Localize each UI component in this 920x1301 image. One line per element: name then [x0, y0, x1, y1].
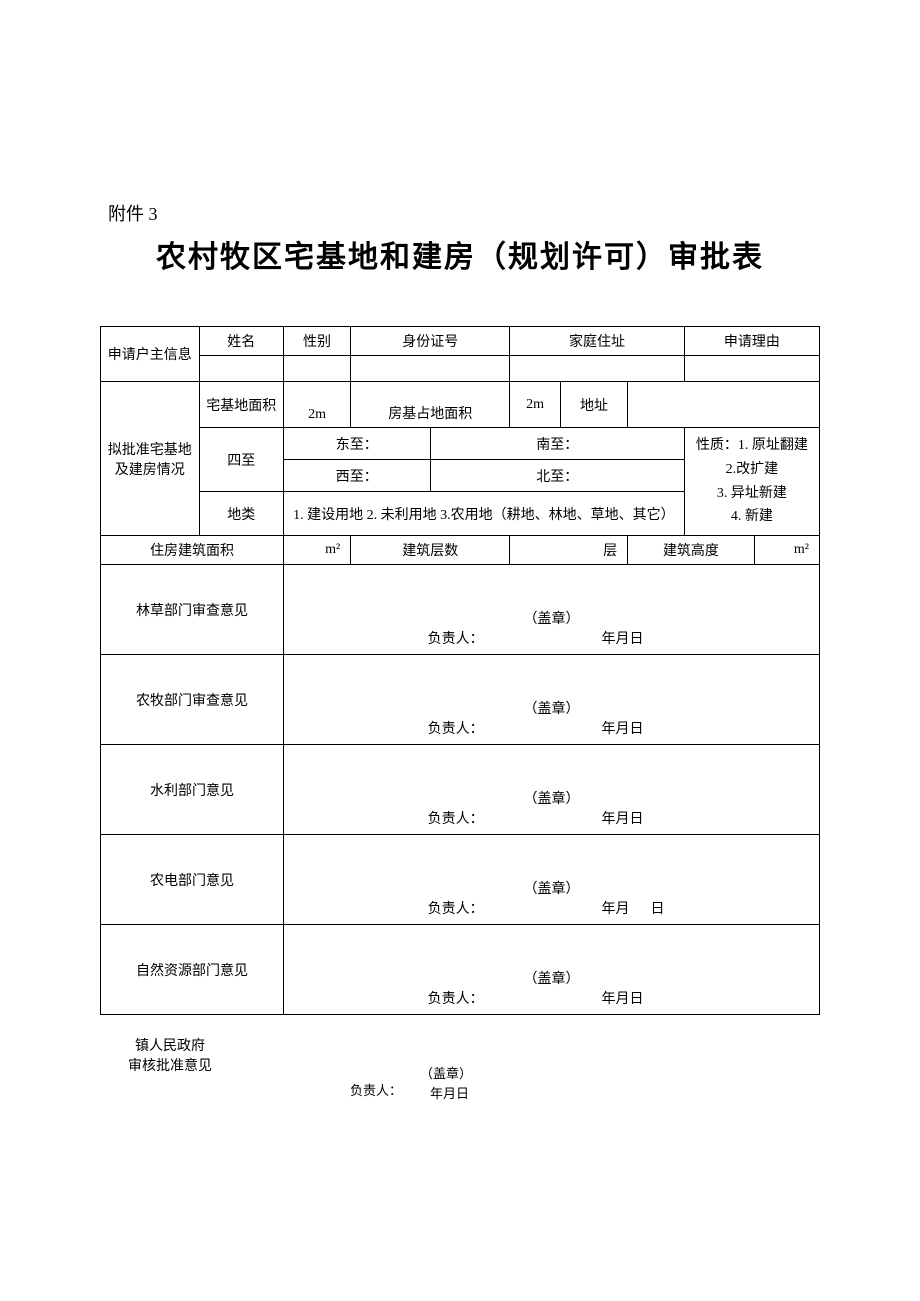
table-row: 自然资源部门意见 （盖章） 负责人： 年月日	[101, 925, 820, 1015]
nature-line3: 3. 异址新建	[695, 482, 809, 506]
gov-label: 镇人民政府 审核批准意见	[110, 1035, 230, 1075]
water-content[interactable]: （盖章） 负责人： 年月日	[283, 745, 819, 835]
nature-cell: 性质：1. 原址翻建 2.改扩建 3. 异址新建 4. 新建	[684, 428, 819, 536]
col-reason: 申请理由	[684, 327, 819, 356]
date-text: 年月 日	[561, 898, 813, 918]
seal-text: （盖章）	[290, 608, 813, 628]
table-row: 四至 东至： 南至： 性质：1. 原址翻建 2.改扩建 3. 异址新建 4. 新…	[101, 428, 820, 460]
table-row: 农电部门意见 （盖章） 负责人： 年月 日	[101, 835, 820, 925]
gov-approval-section: 镇人民政府 审核批准意见 （盖章） 负责人： 年月日	[100, 1035, 820, 1105]
nature-line2: 2.改扩建	[695, 458, 809, 482]
power-label: 农电部门意见	[101, 835, 284, 925]
gov-date: 年月日	[430, 1083, 469, 1102]
floors-label: 建筑层数	[351, 536, 510, 565]
seal-text: （盖章）	[290, 698, 813, 718]
col-name: 姓名	[199, 327, 283, 356]
date-text: 年月日	[561, 988, 813, 1008]
date-text: 年月日	[561, 718, 813, 738]
addr-value[interactable]	[628, 382, 820, 428]
responsible-text: 负责人：	[290, 898, 562, 918]
table-row: 住房建筑面积 m² 建筑层数 层 建筑高度 m²	[101, 536, 820, 565]
power-content[interactable]: （盖章） 负责人： 年月 日	[283, 835, 819, 925]
nature-line4: 4. 新建	[695, 505, 809, 529]
natural-label: 自然资源部门意见	[101, 925, 284, 1015]
col-id: 身份证号	[351, 327, 510, 356]
nature-line1: 性质：1. 原址翻建	[695, 434, 809, 458]
east-label: 东至：	[283, 428, 430, 460]
floors-unit: 层	[510, 536, 628, 565]
date-text: 年月日	[561, 808, 813, 828]
table-row: 农牧部门审查意见 （盖章） 负责人： 年月日	[101, 655, 820, 745]
seal-text: （盖章）	[290, 788, 813, 808]
attachment-label: 附件 3	[108, 200, 820, 226]
applicant-info-label: 申请户主信息	[101, 327, 200, 382]
natural-content[interactable]: （盖章） 负责人： 年月日	[283, 925, 819, 1015]
responsible-text: 负责人：	[290, 988, 562, 1008]
gov-seal: （盖章）	[420, 1063, 472, 1082]
north-label: 北至：	[430, 460, 684, 492]
approval-info-label: 拟批准宅基地及建房情况	[101, 382, 200, 536]
height-label: 建筑高度	[628, 536, 755, 565]
table-row	[101, 356, 820, 382]
agri-label: 农牧部门审查意见	[101, 655, 284, 745]
responsible-text: 负责人：	[290, 808, 562, 828]
table-row: 申请户主信息 姓名 性别 身份证号 家庭住址 申请理由	[101, 327, 820, 356]
table-row: 拟批准宅基地及建房情况 宅基地面积 2m 房基占地面积 2m 地址	[101, 382, 820, 428]
forestry-label: 林草部门审查意见	[101, 565, 284, 655]
approval-form-table: 申请户主信息 姓名 性别 身份证号 家庭住址 申请理由 拟批准宅基地及建房情况 …	[100, 326, 820, 1015]
responsible-text: 负责人：	[290, 628, 562, 648]
west-label: 西至：	[283, 460, 430, 492]
id-value[interactable]	[351, 356, 510, 382]
building-area-unit: m²	[283, 536, 350, 565]
name-value[interactable]	[199, 356, 283, 382]
col-address: 家庭住址	[510, 327, 685, 356]
reason-value[interactable]	[684, 356, 819, 382]
sizhi-label: 四至	[199, 428, 283, 492]
table-row: 水利部门意见 （盖章） 负责人： 年月日	[101, 745, 820, 835]
foundation-area-unit: 2m	[510, 382, 561, 428]
addr-label: 地址	[560, 382, 627, 428]
date-text: 年月日	[561, 628, 813, 648]
height-unit: m²	[754, 536, 819, 565]
landtype-content: 1. 建设用地 2. 未利用地 3.农用地（耕地、林地、草地、其它）	[283, 492, 684, 536]
building-area-label: 住房建筑面积	[101, 536, 284, 565]
responsible-text: 负责人：	[290, 718, 562, 738]
address-value[interactable]	[510, 356, 685, 382]
foundation-area-label: 房基占地面积	[351, 382, 510, 428]
landtype-label: 地类	[199, 492, 283, 536]
homestead-area-unit: 2m	[283, 382, 350, 428]
seal-text: （盖章）	[290, 878, 813, 898]
main-title: 农村牧区宅基地和建房（规划许可）审批表	[100, 232, 820, 276]
agri-content[interactable]: （盖章） 负责人： 年月日	[283, 655, 819, 745]
gov-label-line1: 镇人民政府	[110, 1035, 230, 1055]
table-row: 林草部门审查意见 （盖章） 负责人： 年月日	[101, 565, 820, 655]
forestry-content[interactable]: （盖章） 负责人： 年月日	[283, 565, 819, 655]
homestead-area-label: 宅基地面积	[199, 382, 283, 428]
col-gender: 性别	[283, 327, 350, 356]
seal-text: （盖章）	[290, 968, 813, 988]
gender-value[interactable]	[283, 356, 350, 382]
water-label: 水利部门意见	[101, 745, 284, 835]
south-label: 南至：	[430, 428, 684, 460]
gov-responsible: 负责人：	[350, 1080, 402, 1099]
gov-label-line2: 审核批准意见	[110, 1055, 230, 1075]
